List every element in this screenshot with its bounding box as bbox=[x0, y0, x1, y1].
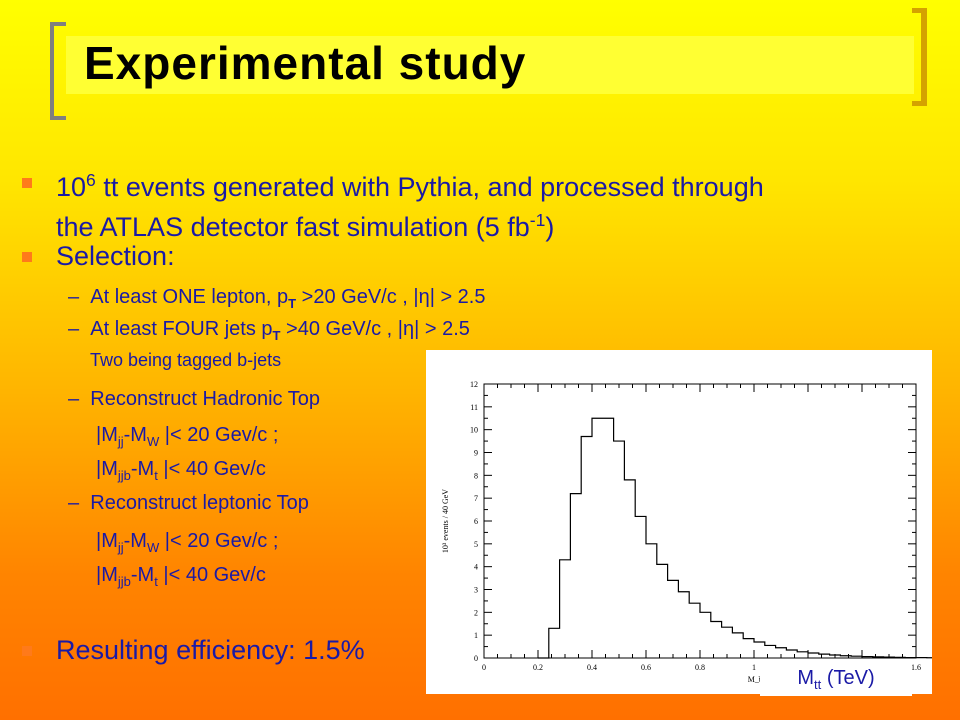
bullet-marker bbox=[22, 646, 32, 656]
histogram-series-line bbox=[538, 417, 960, 659]
y-axis-label: 10³ events / 40 GeV bbox=[441, 489, 450, 553]
hadronic-t-cut: |Mjjb-Mt |< 40 Gev/c bbox=[96, 458, 266, 483]
sub-hadronic-top: – Reconstruct Hadronic Top bbox=[68, 388, 320, 410]
sub-lepton: – At least ONE lepton, pT >20 GeV/c , |η… bbox=[68, 286, 486, 311]
x-tick-label: 0.4 bbox=[587, 663, 597, 672]
mtt-histogram: 012345678910111200.20.40.60.811.21.41.6M… bbox=[441, 380, 960, 684]
sub-btag-note: Two being tagged b-jets bbox=[90, 350, 282, 370]
y-tick-label: 12 bbox=[470, 380, 478, 389]
mtt-axis-caption: Mtt (TeV) bbox=[760, 660, 912, 696]
sub-leptonic-top: – Reconstruct leptonic Top bbox=[68, 492, 309, 514]
leptonic-t-cut: |Mjjb-Mt |< 40 Gev/c bbox=[96, 564, 266, 589]
y-tick-label: 9 bbox=[474, 449, 478, 458]
y-tick-label: 7 bbox=[474, 494, 478, 503]
x-tick-label: 0 bbox=[482, 663, 486, 672]
y-tick-label: 8 bbox=[474, 471, 478, 480]
right-bracket-icon bbox=[912, 8, 927, 106]
x-tick-label: 0.2 bbox=[533, 663, 543, 672]
x-tick-label: 1.6 bbox=[911, 663, 921, 672]
y-tick-label: 3 bbox=[474, 586, 478, 595]
hadronic-w-cut: |Mjj-MW |< 20 Gev/c ; bbox=[96, 424, 279, 449]
bullet-selection: Selection: bbox=[56, 241, 175, 271]
y-tick-label: 2 bbox=[474, 608, 478, 617]
x-tick-label: 1 bbox=[752, 663, 756, 672]
left-bracket-icon bbox=[50, 22, 66, 120]
title-bar bbox=[66, 36, 914, 94]
x-tick-label: 0.6 bbox=[641, 663, 651, 672]
y-tick-label: 10 bbox=[470, 426, 478, 435]
bullet-marker bbox=[22, 178, 32, 188]
x-tick-label: 0.8 bbox=[695, 663, 705, 672]
y-tick-label: 1 bbox=[474, 631, 478, 640]
y-tick-label: 0 bbox=[474, 654, 478, 663]
plot-frame bbox=[483, 383, 917, 659]
bullet-events: 106 tt events generated with Pythia, and… bbox=[56, 170, 764, 242]
leptonic-w-cut: |Mjj-MW |< 20 Gev/c ; bbox=[96, 530, 279, 555]
y-tick-label: 4 bbox=[474, 563, 478, 572]
bullet-efficiency: Resulting efficiency: 1.5% bbox=[56, 635, 365, 665]
histogram-panel: 012345678910111200.20.40.60.811.21.41.6M… bbox=[426, 350, 960, 694]
page-title: Experimental study bbox=[84, 37, 527, 89]
bullet-marker bbox=[22, 252, 32, 262]
y-tick-label: 11 bbox=[470, 403, 478, 412]
y-tick-label: 5 bbox=[474, 540, 478, 549]
sub-jets: – At least FOUR jets pT >40 GeV/c , |η| … bbox=[68, 318, 470, 343]
y-tick-label: 6 bbox=[474, 517, 478, 526]
